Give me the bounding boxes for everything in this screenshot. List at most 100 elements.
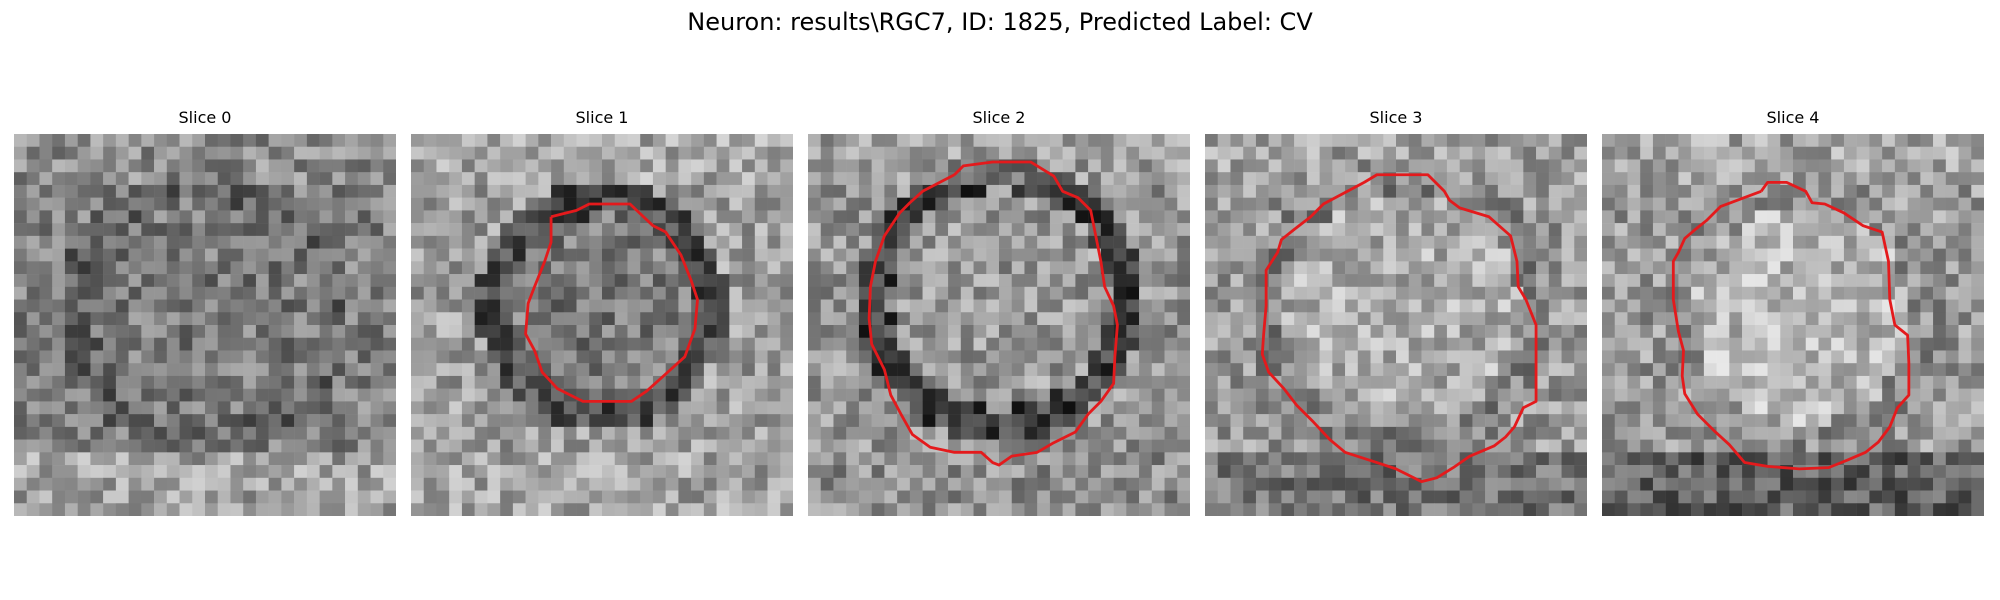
pixel xyxy=(281,261,295,275)
pixel xyxy=(1485,401,1499,415)
pixel xyxy=(1805,350,1819,364)
pixel xyxy=(808,184,821,198)
pixel xyxy=(90,439,104,453)
pixel xyxy=(973,426,987,440)
pixel xyxy=(345,325,359,338)
pixel xyxy=(192,439,206,453)
pixel xyxy=(538,414,552,428)
pixel xyxy=(563,134,577,147)
pixel xyxy=(1126,146,1140,160)
pixel xyxy=(1011,363,1025,377)
pixel xyxy=(90,159,104,173)
pixel xyxy=(1793,477,1806,491)
pixel xyxy=(1831,210,1845,224)
pixel xyxy=(1459,299,1473,313)
pixel xyxy=(1243,465,1257,479)
pixel xyxy=(1357,401,1371,415)
pixel xyxy=(1126,337,1140,351)
pixel xyxy=(1446,350,1460,364)
pixel xyxy=(1933,426,1947,440)
pixel xyxy=(1780,134,1794,147)
pixel xyxy=(640,159,654,173)
pixel xyxy=(449,452,463,466)
pixel xyxy=(1767,477,1781,491)
pixel xyxy=(1037,312,1051,326)
pixel xyxy=(1665,235,1679,249)
pixel xyxy=(370,210,384,224)
pixel xyxy=(1729,477,1743,491)
pixel xyxy=(1408,197,1422,211)
pixel xyxy=(1062,388,1076,402)
pixel xyxy=(128,490,142,504)
pixel xyxy=(423,465,437,479)
pixel xyxy=(1523,197,1537,211)
pixel xyxy=(1217,452,1231,466)
pixel xyxy=(281,337,295,351)
pixel xyxy=(1294,477,1308,491)
pixel xyxy=(602,426,615,440)
pixel xyxy=(973,184,987,198)
pixel xyxy=(1767,337,1781,351)
pixel xyxy=(1958,274,1972,288)
pixel xyxy=(487,312,501,326)
pixel xyxy=(884,134,898,147)
pixel xyxy=(500,235,514,249)
pixel xyxy=(1370,325,1384,338)
pixel xyxy=(1139,197,1153,211)
pixel xyxy=(716,134,730,147)
pixel xyxy=(436,375,450,389)
pixel xyxy=(780,197,793,211)
pixel xyxy=(973,235,987,249)
pixel xyxy=(999,146,1012,160)
pixel xyxy=(999,134,1012,147)
pixel xyxy=(1357,261,1371,275)
pixel xyxy=(1818,172,1832,186)
pixel xyxy=(1421,465,1435,479)
pixel xyxy=(627,184,641,198)
pixel xyxy=(217,465,231,479)
pixel xyxy=(1882,465,1896,479)
pixel xyxy=(742,312,756,326)
pixel xyxy=(808,325,821,338)
pixel xyxy=(217,490,231,504)
pixel xyxy=(1574,452,1587,466)
pixel xyxy=(1345,134,1359,147)
pixel xyxy=(754,439,768,453)
pixel xyxy=(871,312,885,326)
pixel xyxy=(858,375,872,389)
pixel xyxy=(128,363,142,377)
pixel xyxy=(1294,375,1308,389)
pixel xyxy=(255,312,269,326)
pixel xyxy=(154,414,168,428)
pixel xyxy=(268,159,282,173)
pixel xyxy=(179,197,193,211)
pixel xyxy=(1510,197,1524,211)
pixel xyxy=(166,337,180,351)
pixel xyxy=(820,503,834,516)
pixel xyxy=(1971,146,1984,160)
pixel xyxy=(1742,274,1756,288)
pixel xyxy=(1243,248,1257,262)
pixel xyxy=(846,146,860,160)
pixel xyxy=(1523,350,1537,364)
pixel xyxy=(205,223,218,237)
pixel xyxy=(205,388,218,402)
pixel xyxy=(1459,388,1473,402)
pixel xyxy=(370,350,384,364)
pixel xyxy=(1294,325,1308,338)
pixel xyxy=(1640,274,1654,288)
pixel xyxy=(742,184,756,198)
pixel xyxy=(1062,274,1076,288)
pixel xyxy=(1255,401,1269,415)
pixel xyxy=(640,350,654,364)
pixel xyxy=(192,414,206,428)
pixel xyxy=(487,388,501,402)
pixel xyxy=(115,235,129,249)
pixel xyxy=(1205,172,1218,186)
pixel xyxy=(1217,184,1231,198)
pixel xyxy=(1268,503,1282,516)
pixel xyxy=(1049,235,1063,249)
pixel xyxy=(691,197,705,211)
pixel xyxy=(1754,210,1768,224)
pixel xyxy=(103,388,117,402)
